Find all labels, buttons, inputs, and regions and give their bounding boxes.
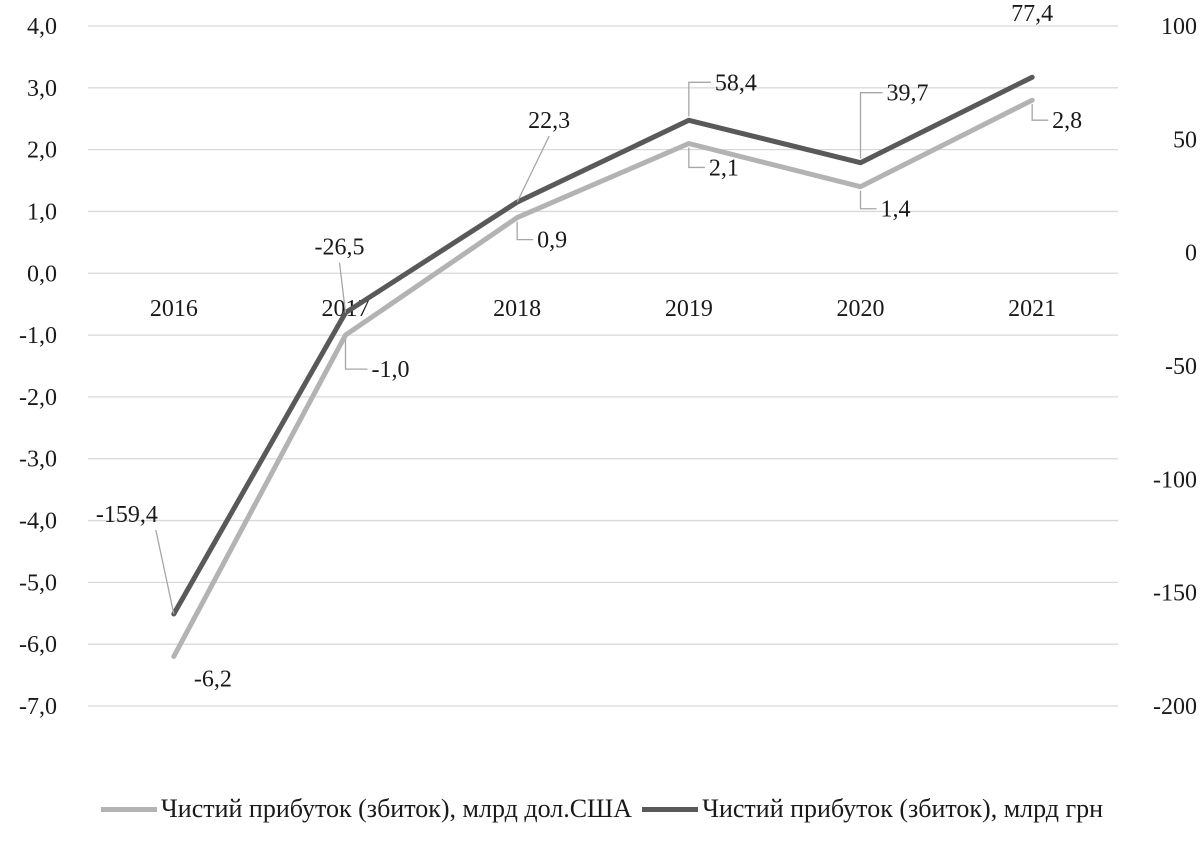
legend-label-uah: Чистий прибуток (збиток), млрд грн — [702, 794, 1104, 823]
series-line-usd — [171, 97, 1035, 659]
label-leader — [859, 92, 883, 159]
label-leader — [688, 147, 705, 169]
right-axis-tick-label: 50 — [1173, 127, 1197, 153]
chart-canvas: 4,0 3,0 2,0 1,0 0,0 -1,0 -2,0 -3,0 -4,0 -5,0 -6,0 -… — [19, 1, 1197, 720]
label-leader — [338, 262, 347, 313]
left-axis-tick-label: 2,0 — [27, 138, 57, 164]
series-lines — [171, 74, 1035, 659]
left-axis-tick-label: 3,0 — [27, 76, 57, 102]
right-axis-tick-label: -100 — [1153, 467, 1197, 493]
right-axis-ticks: 100 50 0 -50 -100 -150 -200 — [1153, 14, 1197, 720]
gridlines — [88, 25, 1118, 707]
left-axis-tick-label: -5,0 — [19, 570, 57, 596]
category-label: 2016 — [150, 296, 198, 322]
right-axis-tick-label: -200 — [1153, 694, 1197, 720]
left-axis-tick-label: -4,0 — [19, 509, 57, 535]
series-line-uah — [171, 74, 1035, 617]
data-label-usd: -6,2 — [194, 667, 232, 693]
category-label: 2020 — [837, 296, 885, 322]
data-label-usd: 2,8 — [1052, 108, 1082, 134]
right-axis-tick-label: -150 — [1153, 581, 1197, 607]
category-label: 2019 — [665, 296, 713, 322]
label-leader — [516, 221, 534, 241]
label-leader — [1031, 104, 1049, 121]
label-leader — [516, 135, 550, 203]
right-axis-tick-label: -50 — [1165, 354, 1197, 380]
category-label: 2021 — [1008, 296, 1056, 322]
left-axis-tick-label: 1,0 — [27, 199, 57, 225]
legend-swatch-usd — [100, 806, 157, 812]
label-leader — [344, 339, 368, 370]
data-label-uah: -26,5 — [315, 235, 365, 261]
data-label-uah: 39,7 — [887, 81, 929, 107]
data-label-uah: 58,4 — [715, 70, 757, 96]
legend-entry-uah: Чистий прибуток (збиток), млрд грн — [642, 794, 1103, 824]
legend-label-usd: Чистий прибуток (збиток), млрд дол.США — [160, 794, 633, 823]
data-label-usd: -1,0 — [372, 357, 410, 383]
data-labels: -6,2 -1,0 0,9 2,1 1,4 2,8 -159,4 -26,5 22,3 58,4 3… — [96, 1, 1082, 692]
legend-swatch-uah — [642, 806, 699, 812]
label-leader — [859, 190, 877, 210]
left-axis-tick-label: 4,0 — [27, 14, 57, 40]
data-label-usd: 0,9 — [537, 228, 567, 254]
left-axis-tick-label: -2,0 — [19, 385, 57, 411]
left-axis-tick-label: 0,0 — [27, 261, 57, 287]
category-label: 2018 — [493, 296, 541, 322]
data-label-uah: 22,3 — [528, 108, 570, 134]
data-label-usd: 2,1 — [709, 155, 739, 181]
right-axis-tick-label: 100 — [1161, 14, 1197, 40]
left-axis-ticks: 4,0 3,0 2,0 1,0 0,0 -1,0 -2,0 -3,0 -4,0 -5,0 -6,0 -… — [19, 14, 57, 720]
data-label-usd: 1,4 — [881, 197, 911, 223]
left-axis-tick-label: -1,0 — [19, 323, 57, 349]
left-axis-tick-label: -6,0 — [19, 632, 57, 658]
category-labels: 2016 2017 2018 2019 2020 2021 — [150, 296, 1056, 322]
label-leader — [688, 81, 711, 117]
left-axis-tick-label: -7,0 — [19, 694, 57, 720]
label-leader — [155, 529, 175, 615]
legend: Чистий прибуток (збиток), млрд дол.США Ч… — [0, 794, 1204, 824]
right-axis-tick-label: 0 — [1185, 241, 1197, 267]
legend-entry-usd: Чистий прибуток (збиток), млрд дол.США — [100, 794, 633, 824]
data-label-uah: 77,4 — [1011, 1, 1053, 27]
data-label-uah: -159,4 — [96, 502, 158, 528]
left-axis-tick-label: -3,0 — [19, 447, 57, 473]
label-leaders — [155, 81, 1049, 615]
